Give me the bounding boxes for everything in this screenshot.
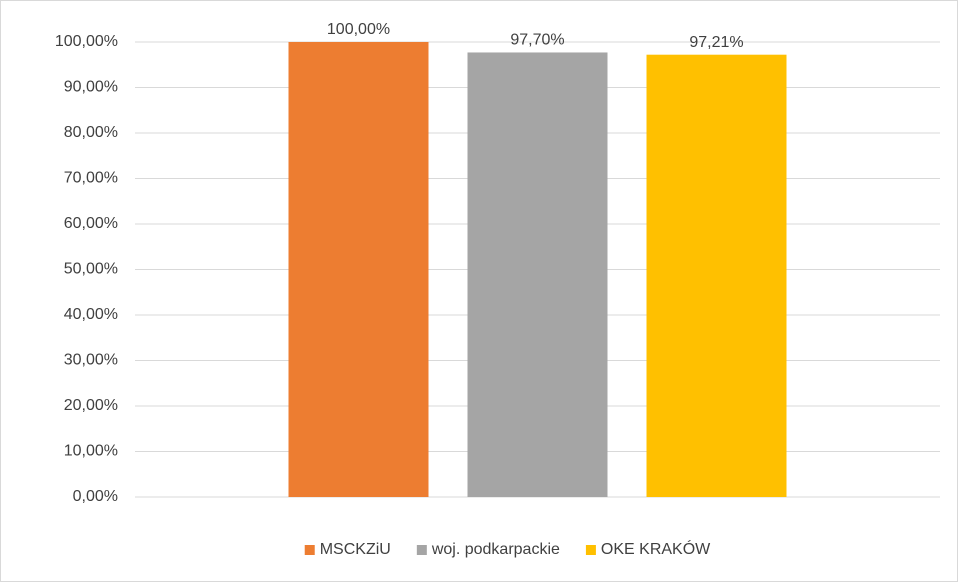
y-tick-label: 90,00%: [64, 79, 118, 96]
legend-label: OKE KRAKÓW: [601, 539, 711, 558]
legend-swatch: [304, 545, 315, 555]
y-tick-label: 70,00%: [64, 170, 118, 187]
legend-swatch: [416, 545, 427, 555]
y-tick-label: 0,00%: [73, 488, 118, 505]
bar: [288, 42, 429, 497]
y-tick-label: 20,00%: [64, 397, 118, 414]
y-tick-label: 30,00%: [64, 352, 118, 369]
bar: [646, 54, 787, 498]
y-tick-label: 60,00%: [64, 215, 118, 232]
y-tick-label: 100,00%: [55, 33, 118, 50]
y-tick-label: 50,00%: [64, 261, 118, 278]
y-tick-label: 40,00%: [64, 306, 118, 323]
data-label: 97,70%: [510, 32, 564, 49]
legend-swatch: [585, 545, 596, 555]
bar: [467, 52, 608, 498]
data-label: 100,00%: [327, 21, 390, 38]
legend-label: woj. podkarpackie: [431, 541, 560, 558]
y-tick-label: 80,00%: [64, 124, 118, 141]
legend-label: MSCKZiU: [320, 541, 391, 558]
data-label: 97,21%: [689, 34, 743, 51]
y-tick-label: 10,00%: [64, 443, 118, 460]
